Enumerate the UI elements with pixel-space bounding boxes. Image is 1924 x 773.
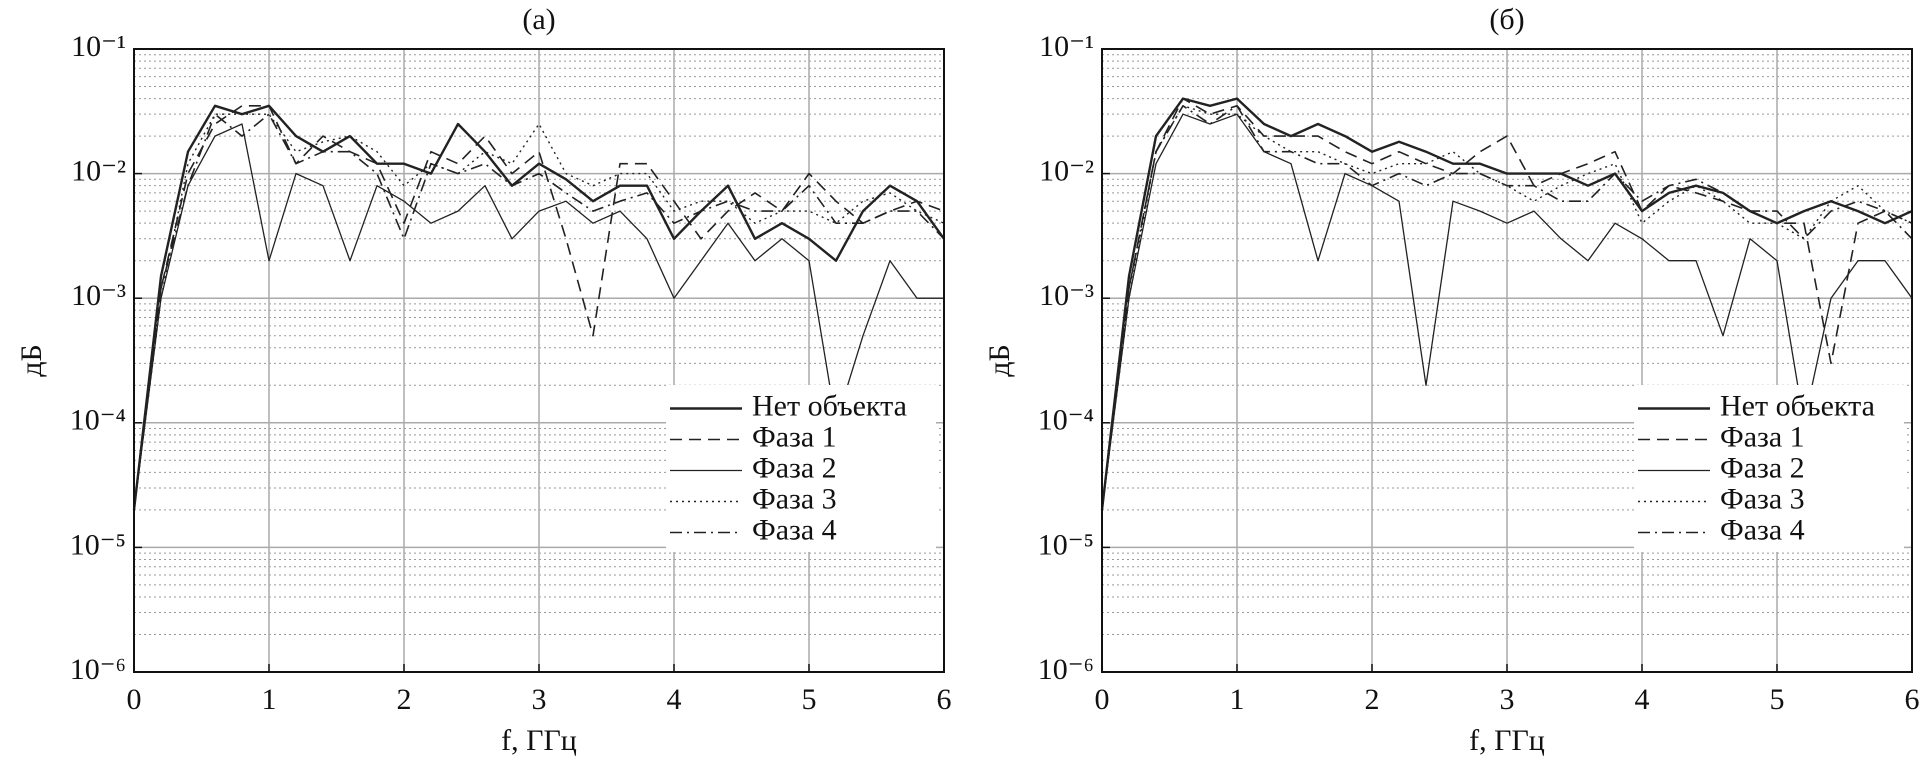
plot: 10⁻⁶ 10⁻⁵ 10⁻⁴ 10⁻³ 10⁻² 10⁻¹ 0 1 2 3 4 5 6 Нет объек… [1038, 30, 1920, 716]
y-tick-label: 10⁻³ [71, 279, 126, 312]
x-axis-label: f, ГГц [501, 724, 577, 757]
legend-label: Фаза 3 [1720, 482, 1805, 515]
series-line [1101, 105, 1913, 510]
y-axis-label: дБ [983, 344, 1016, 377]
y-tick-label: 10⁻⁵ [70, 528, 126, 561]
x-axis-label: f, ГГц [1469, 724, 1545, 757]
series-line [1101, 105, 1913, 510]
x-tick-label: 0 [1095, 683, 1110, 716]
legend-label: Фаза 3 [752, 482, 837, 515]
plot-frame [133, 48, 945, 673]
series-line [133, 105, 945, 510]
plot: 10⁻⁶ 10⁻⁵ 10⁻⁴ 10⁻³ 10⁻² 10⁻¹ 0 1 2 3 4 5 6 Нет объек… [70, 30, 952, 716]
x-tick-label: 3 [1500, 683, 1515, 716]
series-line [1101, 113, 1913, 510]
series-line [133, 123, 944, 510]
x-tick-label: 6 [1905, 683, 1920, 716]
legend-label: Фаза 2 [752, 451, 837, 484]
legend-label: Фаза 1 [1720, 420, 1805, 453]
y-tick-label: 10⁻⁶ [70, 653, 126, 686]
legend-label: Фаза 4 [752, 513, 837, 546]
y-tick-label: 10⁻⁴ [70, 404, 126, 437]
legend-label: Нет объекта [752, 389, 907, 422]
y-tick-label: 10⁻² [71, 154, 126, 187]
x-tick-label: 5 [802, 683, 817, 716]
chart-title: (б) [1489, 3, 1524, 36]
y-tick-label: 10⁻² [1039, 154, 1094, 187]
x-tick-label: 4 [667, 683, 682, 716]
x-tick-label: 6 [937, 683, 952, 716]
legend-label: Фаза 4 [1720, 513, 1805, 546]
x-tick-label: 1 [1230, 683, 1245, 716]
y-tick-label: 10⁻⁴ [1038, 404, 1094, 437]
x-tick-label: 4 [1635, 683, 1650, 716]
x-tick-label: 0 [127, 683, 142, 716]
x-tick-label: 5 [1770, 683, 1785, 716]
legend-label: Фаза 2 [1720, 451, 1805, 484]
x-tick-label: 3 [532, 683, 547, 716]
legend-box [666, 385, 936, 552]
series-line [133, 113, 945, 510]
legend-label: Нет объекта [1720, 389, 1875, 422]
x-tick-label: 1 [262, 683, 277, 716]
plot-frame [1101, 48, 1913, 673]
y-axis-label: дБ [15, 344, 48, 377]
legend-box [1634, 385, 1904, 552]
y-tick-label: 10⁻⁶ [1038, 653, 1094, 686]
y-tick-label: 10⁻¹ [1039, 30, 1094, 63]
y-tick-label: 10⁻³ [1039, 279, 1094, 312]
x-tick-label: 2 [397, 683, 412, 716]
y-tick-label: 10⁻⁵ [1038, 528, 1094, 561]
x-tick-label: 2 [1365, 683, 1380, 716]
y-tick-label: 10⁻¹ [71, 30, 126, 63]
chart-title: (а) [522, 3, 555, 36]
legend-label: Фаза 1 [752, 420, 837, 453]
